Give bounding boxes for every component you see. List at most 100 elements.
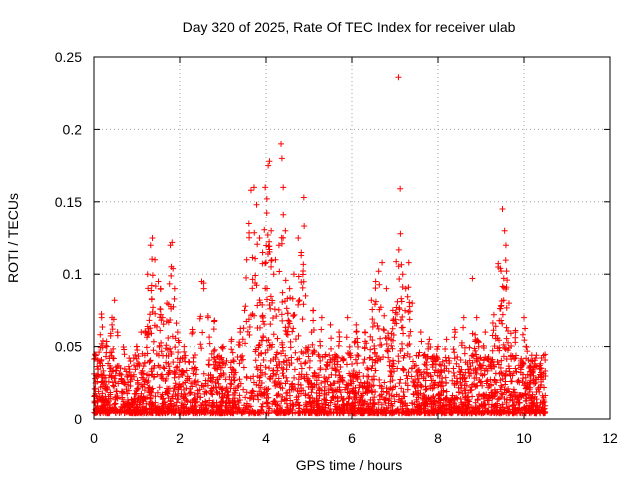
data-point <box>328 335 335 342</box>
data-point <box>318 379 325 386</box>
data-point <box>431 398 438 405</box>
data-point <box>282 380 289 387</box>
data-point <box>343 381 350 388</box>
data-point <box>363 384 370 391</box>
data-point <box>383 340 390 347</box>
data-point <box>522 397 529 404</box>
data-point <box>483 365 490 372</box>
data-point <box>210 399 217 406</box>
data-point <box>257 366 264 373</box>
data-point <box>275 375 282 382</box>
data-point <box>174 363 181 370</box>
data-point <box>429 361 436 368</box>
data-point <box>197 313 204 320</box>
data-point <box>239 352 246 359</box>
data-point <box>439 382 446 389</box>
data-point <box>243 374 250 381</box>
data-point <box>274 392 281 399</box>
data-point <box>266 365 273 372</box>
data-point <box>408 373 415 380</box>
data-point <box>216 359 223 366</box>
data-point <box>510 386 517 393</box>
data-point <box>404 342 411 349</box>
data-point <box>397 185 404 192</box>
data-point <box>157 407 164 414</box>
data-point <box>181 343 188 350</box>
data-point <box>489 393 496 400</box>
data-point <box>309 341 316 348</box>
data-point <box>236 404 243 411</box>
y-tick-label: 0 <box>74 411 82 427</box>
data-point <box>99 378 106 385</box>
data-point <box>298 249 305 256</box>
data-point <box>421 352 428 359</box>
data-point <box>321 396 328 403</box>
data-point <box>202 388 209 395</box>
data-point <box>353 328 360 335</box>
data-point <box>397 405 404 412</box>
data-point <box>97 384 104 391</box>
data-point <box>138 329 145 336</box>
data-point <box>259 314 266 321</box>
data-point <box>514 407 521 414</box>
data-point <box>375 325 382 332</box>
data-point <box>507 330 514 337</box>
data-point <box>496 337 503 344</box>
data-point <box>184 398 191 405</box>
data-point <box>334 394 341 401</box>
data-point <box>152 256 159 263</box>
data-point <box>147 357 154 364</box>
data-point <box>177 355 184 362</box>
data-point <box>392 408 399 415</box>
data-point <box>219 402 226 409</box>
data-point <box>138 369 145 376</box>
data-point <box>249 254 256 261</box>
data-point <box>520 375 527 382</box>
data-point <box>109 379 116 386</box>
data-point <box>407 328 414 335</box>
data-point <box>433 353 440 360</box>
data-point <box>154 323 161 330</box>
data-point <box>191 395 198 402</box>
data-point <box>476 391 483 398</box>
data-point <box>399 365 406 372</box>
data-point <box>97 362 104 369</box>
data-point <box>218 410 225 417</box>
data-point <box>361 356 368 363</box>
data-point <box>181 348 188 355</box>
data-point <box>198 382 205 389</box>
data-point <box>97 344 104 351</box>
data-point <box>250 184 257 191</box>
data-point <box>508 378 515 385</box>
data-point <box>399 271 406 278</box>
data-point <box>405 259 412 266</box>
data-point <box>438 378 445 385</box>
data-point <box>192 377 199 384</box>
data-point <box>322 378 329 385</box>
data-point <box>96 358 103 365</box>
data-point <box>512 329 519 336</box>
data-point <box>158 339 165 346</box>
y-tick-label: 0.25 <box>55 49 82 65</box>
data-point <box>327 321 334 328</box>
data-point <box>286 409 293 416</box>
data-point <box>539 399 546 406</box>
data-point <box>208 350 215 357</box>
data-point <box>259 260 266 267</box>
data-point <box>497 305 504 312</box>
data-point <box>267 293 274 300</box>
data-point <box>461 350 468 357</box>
data-point <box>180 386 187 393</box>
data-point <box>306 398 313 405</box>
data-point <box>294 387 301 394</box>
data-point <box>529 358 536 365</box>
data-point <box>144 371 151 378</box>
data-point <box>371 410 378 417</box>
data-point <box>222 399 229 406</box>
data-point <box>204 314 211 321</box>
data-point <box>249 311 256 318</box>
data-point <box>357 379 364 386</box>
data-point <box>166 385 173 392</box>
data-point <box>253 282 260 289</box>
data-point <box>171 374 178 381</box>
